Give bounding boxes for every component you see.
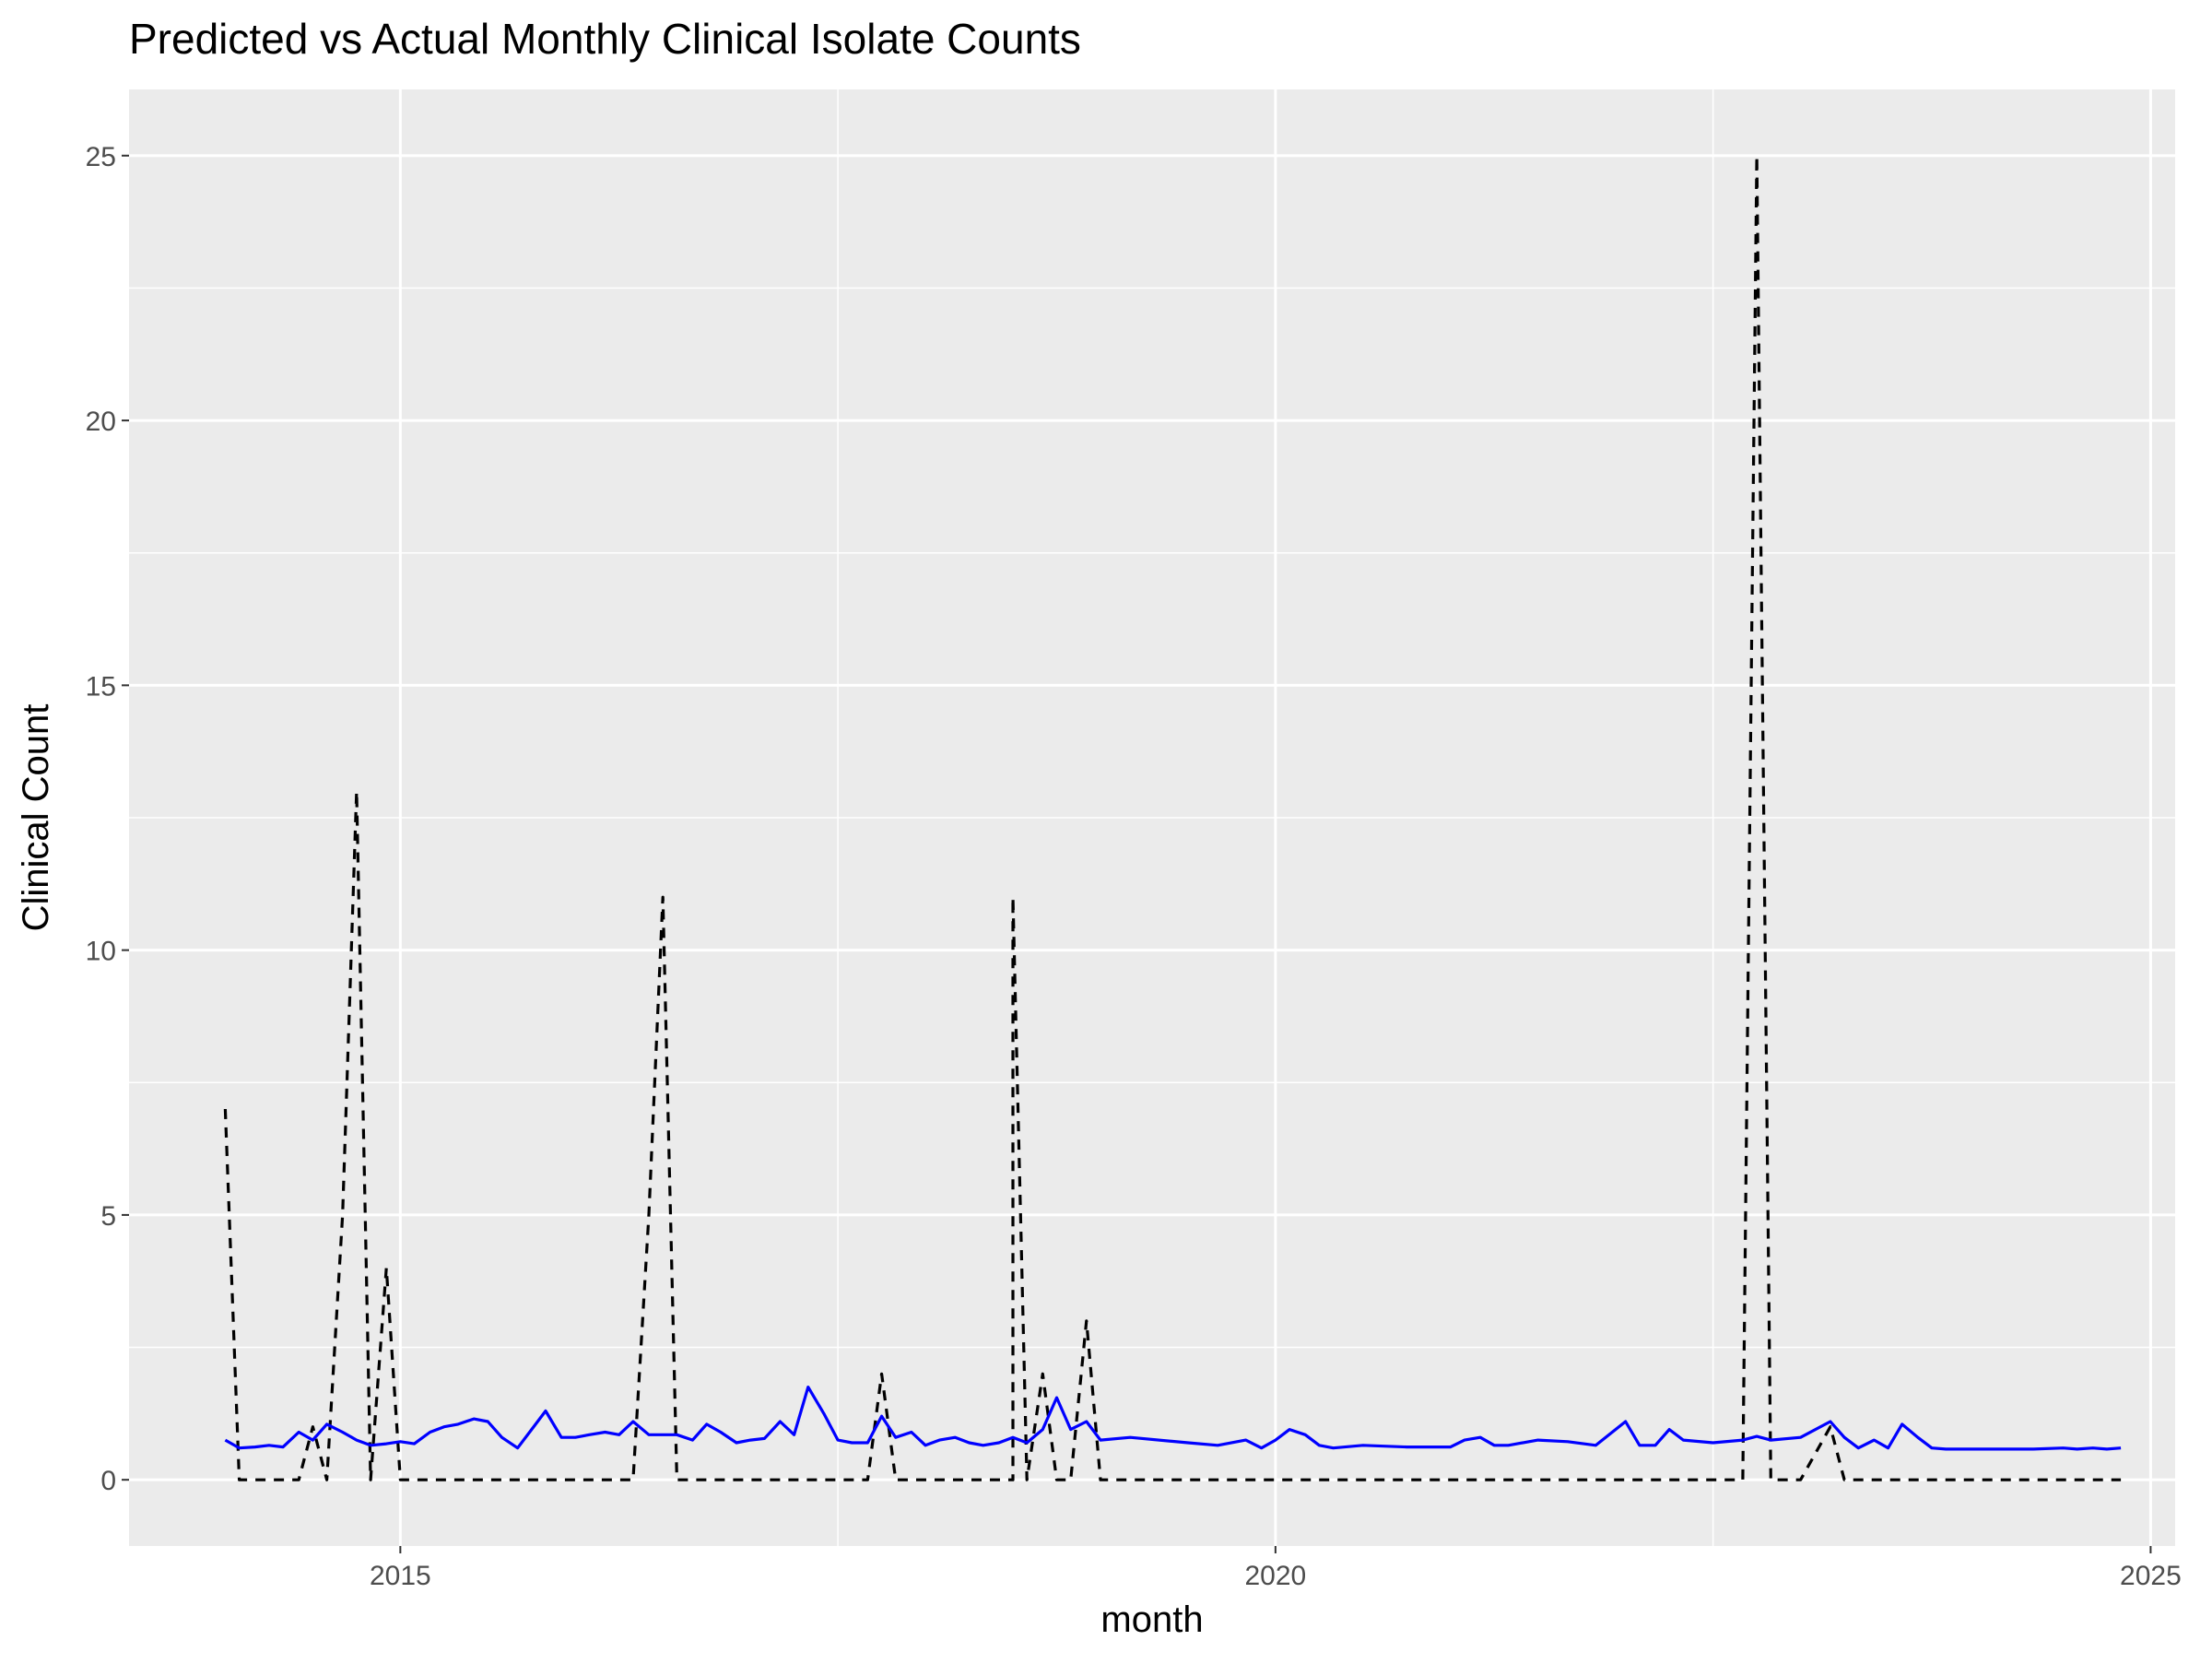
chart-title: Predicted vs Actual Monthly Clinical Iso… bbox=[129, 15, 1081, 63]
y-tick-label: 25 bbox=[86, 142, 116, 172]
x-tick-label: 2020 bbox=[1245, 1561, 1307, 1591]
y-tick-label: 20 bbox=[86, 407, 116, 437]
y-tick-label: 5 bbox=[100, 1201, 116, 1232]
y-tick-label: 10 bbox=[86, 937, 116, 967]
x-tick-label: 2015 bbox=[370, 1561, 431, 1591]
x-tick-label: 2025 bbox=[2120, 1561, 2182, 1591]
y-axis-label: Clinical Count bbox=[16, 704, 56, 932]
x-axis: 2015 2020 2025 bbox=[370, 1546, 2182, 1591]
major-gridlines bbox=[129, 89, 2175, 1546]
actual-series-line bbox=[223, 154, 2122, 1481]
y-tick-label: 15 bbox=[86, 671, 116, 702]
minor-gridlines bbox=[129, 89, 2175, 1546]
series-layer bbox=[223, 154, 2122, 1481]
y-axis: 0 5 10 15 20 25 bbox=[86, 142, 129, 1496]
predicted-series-line bbox=[224, 1386, 2122, 1451]
y-tick-label: 0 bbox=[100, 1466, 116, 1496]
x-axis-label: month bbox=[1100, 1599, 1203, 1640]
